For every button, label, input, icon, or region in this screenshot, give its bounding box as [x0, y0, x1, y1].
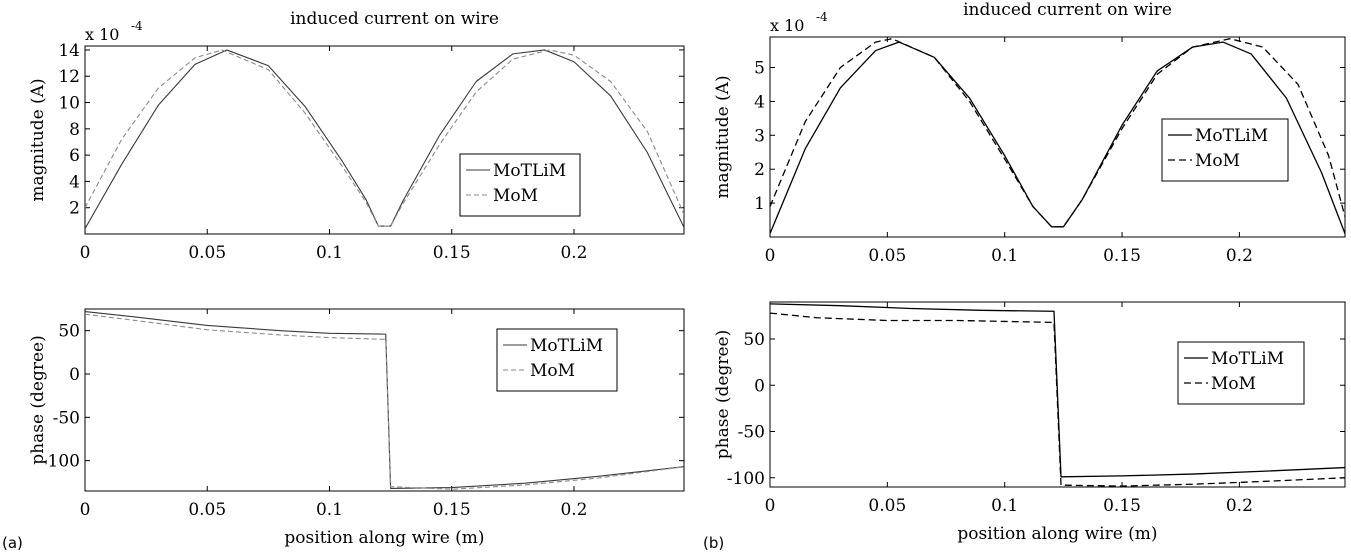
- legend-label-mom: MoM: [493, 186, 538, 206]
- axes-box: [84, 45, 685, 235]
- chart-2: 0 0.05 0.1 0.15 0.2 1 2 3 4 5 induced current on w…: [713, 0, 1346, 266]
- series-line-mom: [85, 313, 684, 490]
- y-tick-label: 50: [743, 330, 765, 350]
- x-tick-label: 0.15: [1103, 246, 1141, 266]
- y-tick-label: 4: [69, 172, 80, 192]
- x-tick-label: 0: [765, 246, 776, 266]
- x-tick-label: 0.15: [433, 243, 471, 263]
- legend-label-motlim: MoTLiM: [530, 336, 603, 356]
- y-tick-label: 0: [69, 365, 80, 385]
- x-tick-label: 0.1: [991, 496, 1018, 516]
- y-tick-label: 12: [58, 67, 80, 87]
- y-tick-label: 0: [754, 376, 765, 396]
- x-tick-label: 0: [80, 243, 91, 263]
- y-tick-label: 6: [69, 146, 80, 166]
- y-tick-label: -100: [727, 469, 765, 489]
- series-line-mom: [770, 312, 1345, 487]
- legend-label-mom: MoM: [530, 361, 575, 381]
- scale-factor-exponent: -4: [131, 19, 143, 33]
- x-tick-label: 0.2: [560, 500, 587, 520]
- y-tick-label: -50: [738, 423, 765, 443]
- y-tick-label: 2: [69, 199, 80, 219]
- series-line-motlim: [85, 311, 684, 489]
- legend-label-mom: MoM: [1211, 374, 1256, 394]
- series-line-mom: [85, 49, 684, 227]
- chart-title: induced current on wire: [963, 0, 1172, 20]
- series-line-mom: [770, 38, 1345, 228]
- axes-box: [769, 301, 1346, 488]
- y-axis-label: phase (degree): [713, 330, 733, 460]
- legend-label-motlim: MoTLiM: [1211, 349, 1284, 369]
- x-tick-label: 0.15: [1103, 496, 1141, 516]
- y-tick-label: 50: [58, 322, 80, 342]
- x-tick-label: 0.15: [433, 500, 471, 520]
- x-tick-label: 0.05: [188, 243, 226, 263]
- chart-title: induced current on wire: [290, 9, 499, 29]
- x-axis-label: position along wire (m): [957, 524, 1157, 544]
- x-tick-label: 0.1: [316, 500, 343, 520]
- x-tick-label: 0.05: [868, 496, 906, 516]
- y-axis-label: magnitude (A): [713, 75, 733, 198]
- y-tick-label: -100: [42, 452, 80, 472]
- legend-label-motlim: MoTLiM: [493, 161, 566, 181]
- x-tick-label: 0.2: [1226, 496, 1253, 516]
- chart-0: 0 0.05 0.1 0.15 0.2 2 4 6 8 10 12 14 induced current…: [28, 9, 685, 263]
- y-tick-label: -50: [53, 408, 80, 428]
- y-tick-label: 8: [69, 120, 80, 140]
- legend: MoTLiM MoM: [496, 328, 618, 392]
- panel-label-a: (a): [2, 534, 23, 552]
- y-axis-label: phase (degree): [28, 335, 48, 465]
- x-tick-label: 0.05: [868, 246, 906, 266]
- series-line-motlim: [85, 49, 684, 230]
- x-tick-label: 0.1: [316, 243, 343, 263]
- legend-box: [1177, 341, 1305, 405]
- scale-factor-exponent: -4: [816, 10, 828, 24]
- y-tick-label: 10: [58, 94, 80, 114]
- x-tick-label: 0: [80, 500, 91, 520]
- legend-label-motlim: MoTLiM: [1195, 126, 1268, 146]
- y-tick-label: 2: [754, 160, 765, 180]
- axes-box: [84, 308, 685, 492]
- legend: MoTLiM MoM: [1177, 341, 1305, 405]
- x-tick-label: 0.2: [560, 243, 587, 263]
- legend: MoTLiM MoM: [459, 153, 581, 217]
- scale-factor-label: x 10: [85, 25, 119, 44]
- y-tick-label: 1: [754, 194, 765, 214]
- x-axis-label: position along wire (m): [284, 528, 484, 548]
- panel-label-b: (b): [703, 534, 724, 552]
- legend: MoTLiM MoM: [1161, 118, 1289, 182]
- x-tick-label: 0.1: [991, 246, 1018, 266]
- legend-box: [496, 328, 618, 392]
- series-line-motlim: [770, 303, 1345, 478]
- y-tick-label: 4: [754, 92, 765, 112]
- x-tick-label: 0: [765, 496, 776, 516]
- y-tick-label: 14: [58, 41, 80, 61]
- legend-label-mom: MoM: [1195, 151, 1240, 171]
- y-tick-label: 3: [754, 126, 765, 146]
- y-tick-label: 5: [754, 59, 765, 79]
- x-tick-label: 0.2: [1226, 246, 1253, 266]
- chart-3: 0 0.05 0.1 0.15 0.2 50 0 -50 -100 phase (degree) p…: [713, 301, 1346, 544]
- scale-factor-label: x 10: [770, 16, 804, 35]
- x-tick-label: 0.05: [188, 500, 226, 520]
- legend-box: [1161, 118, 1289, 182]
- legend-box: [459, 153, 581, 217]
- axes-box: [769, 36, 1346, 238]
- y-axis-label: magnitude (A): [28, 78, 48, 201]
